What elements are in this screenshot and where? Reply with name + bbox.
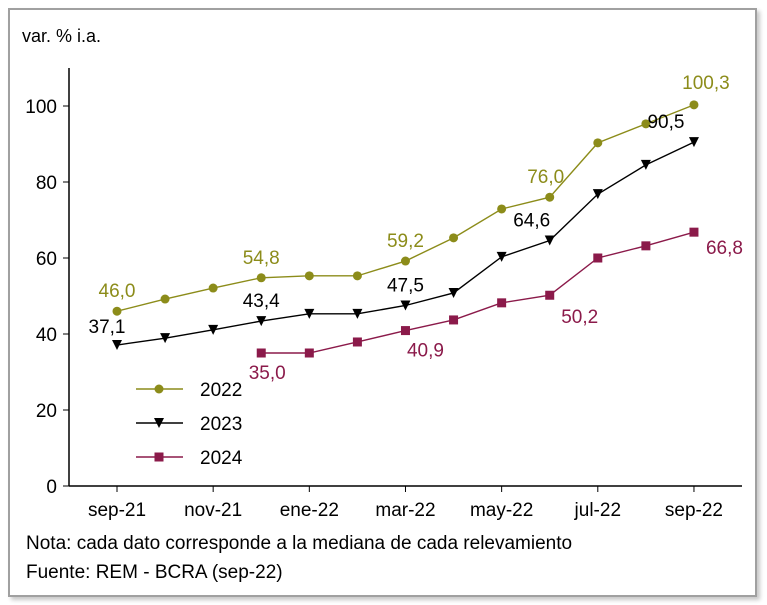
data-point-2024 [352, 337, 362, 347]
data-point-2024 [689, 227, 699, 237]
data-point-2022 [304, 271, 314, 281]
data-label-2023: 90,5 [647, 112, 684, 133]
data-point-2022 [641, 119, 651, 129]
data-point-2023 [640, 159, 651, 170]
legend-marker-2022 [154, 384, 164, 394]
data-point-2023 [208, 324, 219, 335]
data-point-2022 [112, 306, 122, 316]
data-label-2022: 59,2 [387, 231, 424, 252]
x-tick-label: ene-22 [280, 500, 339, 521]
data-point-2023 [544, 235, 555, 246]
data-point-2024 [400, 326, 410, 336]
data-point-2024 [304, 348, 314, 358]
data-point-2022 [545, 192, 555, 202]
y-axis-label: var. % i.a. [22, 26, 101, 46]
data-point-2022 [497, 204, 507, 214]
x-tick-label: sep-22 [665, 500, 723, 521]
data-label-2023: 64,6 [513, 211, 550, 232]
data-point-2023 [448, 287, 459, 298]
y-tick-label: 20 [36, 401, 57, 422]
legend-label-2022: 2022 [200, 380, 242, 401]
y-tick-label: 100 [25, 97, 57, 118]
data-point-2022 [160, 294, 170, 304]
legend-label-2024: 2024 [200, 448, 243, 469]
data-point-2023 [688, 137, 699, 148]
data-point-2024 [545, 290, 555, 300]
data-point-2022 [689, 100, 699, 110]
data-point-2024 [593, 253, 603, 263]
data-point-2024 [449, 315, 459, 325]
data-point-2024 [497, 298, 507, 308]
data-point-2022 [352, 271, 362, 281]
x-tick-label: nov-21 [184, 500, 242, 521]
y-tick-label: 0 [46, 477, 57, 498]
x-tick-label: sep-21 [88, 500, 146, 521]
note-text: Nota: cada dato corresponde a la mediana… [26, 533, 573, 554]
data-label-2024: 40,9 [407, 341, 444, 362]
source-text: Fuente: REM - BCRA (sep-22) [26, 562, 283, 583]
data-point-2022 [593, 138, 603, 148]
data-point-2023 [496, 251, 507, 262]
data-point-2023 [256, 316, 267, 327]
data-point-2022 [449, 233, 459, 243]
legend-marker-2023 [154, 418, 164, 428]
data-point-2023 [304, 308, 315, 319]
x-tick-label: may-22 [470, 500, 533, 521]
data-point-2023 [352, 308, 363, 319]
data-label-2022: 76,0 [527, 167, 564, 188]
data-point-2023 [400, 300, 411, 311]
y-tick-label: 80 [36, 173, 57, 194]
data-label-2023: 47,5 [387, 276, 424, 297]
data-point-2024 [641, 241, 651, 251]
legend-label-2023: 2023 [200, 414, 242, 435]
data-label-2024: 50,2 [561, 307, 598, 328]
data-label-2022: 100,3 [682, 73, 730, 94]
data-point-2023 [112, 340, 122, 351]
data-label-2022: 46,0 [99, 281, 136, 302]
data-point-2024 [256, 348, 266, 358]
y-tick-label: 40 [36, 325, 57, 346]
data-label-2022: 54,8 [243, 248, 280, 269]
chart-frame [8, 8, 757, 597]
data-point-2023 [592, 189, 603, 200]
legend-marker-2024 [154, 452, 164, 462]
x-tick-label: jul-22 [574, 500, 621, 521]
y-tick-label: 60 [36, 249, 57, 270]
data-point-2022 [208, 283, 218, 293]
data-label-2023: 37,1 [89, 317, 126, 338]
data-point-2022 [400, 256, 410, 266]
data-label-2024: 35,0 [249, 363, 286, 384]
series-line-2024 [261, 231, 695, 354]
data-label-2023: 43,4 [243, 291, 280, 312]
data-label-2024: 66,8 [706, 238, 743, 259]
data-point-2023 [160, 333, 171, 344]
x-tick-label: mar-22 [375, 500, 435, 521]
data-point-2022 [256, 273, 266, 283]
